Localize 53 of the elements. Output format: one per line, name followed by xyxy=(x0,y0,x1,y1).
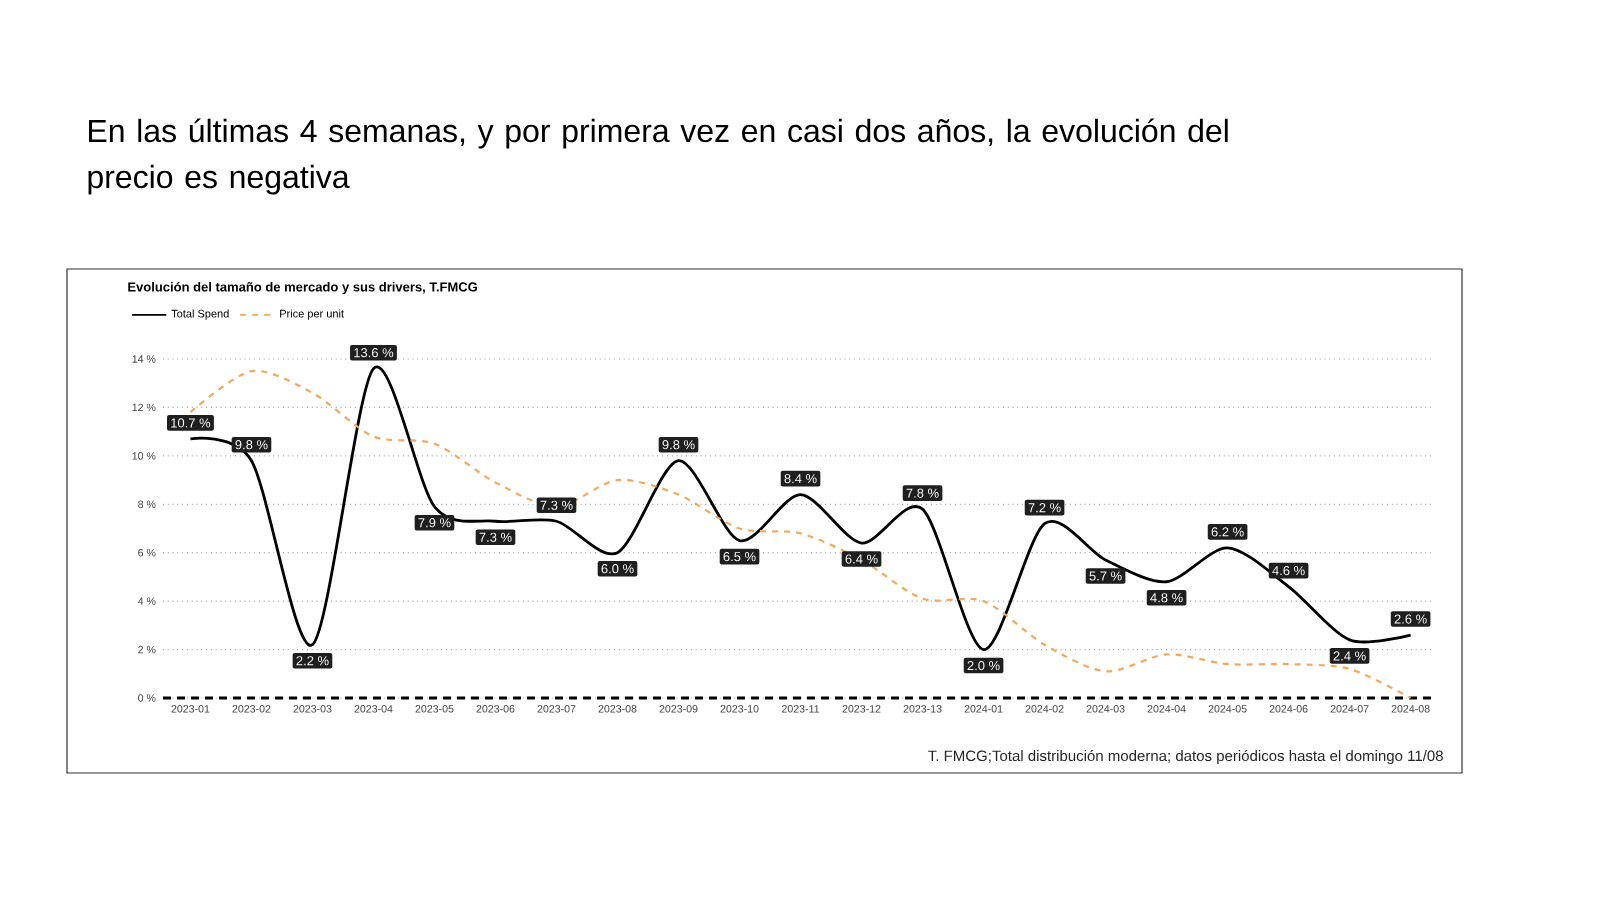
x-tick-label: 2023-11 xyxy=(782,705,820,713)
x-tick-label: 2024-05 xyxy=(1208,705,1247,713)
x-tick-label: 2023-13 xyxy=(903,705,942,713)
data-label: 7.8 % xyxy=(906,488,939,498)
data-label: 7.2 % xyxy=(1028,503,1061,513)
x-tick-label: 2023-04 xyxy=(354,705,393,713)
data-label: 5.7 % xyxy=(1089,571,1122,581)
data-label: 4.6 % xyxy=(1272,566,1305,576)
data-label: 2.6 % xyxy=(1394,614,1427,624)
text: T. FMCG;Total distribución moderna; datos periódicos hasta el domingo 11/08 xyxy=(928,749,1443,765)
x-tick-label: 2023-07 xyxy=(537,705,576,713)
chart-subtitle: Evolución del tamaño de mercado y sus drivers, T.FMCG xyxy=(128,281,477,295)
data-label: 9.8 % xyxy=(662,440,695,450)
data-label: 2.0 % xyxy=(967,660,1000,671)
data-label: 6.0 % xyxy=(601,564,634,574)
x-tick-label: 2023-05 xyxy=(415,705,454,713)
x-tick-label: 2024-01 xyxy=(964,705,1003,713)
x-tick-label: 2024-02 xyxy=(1025,705,1064,713)
data-label: 7.3 % xyxy=(479,532,512,542)
x-tick-label: 2024-08 xyxy=(1391,705,1430,713)
y-tick-label: 8 % xyxy=(138,500,156,509)
data-label: 4.8 % xyxy=(1150,593,1183,603)
x-tick-label: 2024-07 xyxy=(1330,705,1369,713)
x-tick-label: 2023-10 xyxy=(720,705,759,713)
y-tick-label: 10 % xyxy=(132,452,156,460)
chart-title: En las últimas 4 semanas, y por primera vez en casi dos años, la evolución del precio es negativa xyxy=(88,118,1228,195)
x-tick-label: 2023-02 xyxy=(232,705,271,713)
y-tick-label: 4 % xyxy=(137,597,156,605)
data-label: 6.2 % xyxy=(1211,527,1244,537)
x-tick-label: 2024-03 xyxy=(1086,705,1125,713)
data-label: 6.5 % xyxy=(723,552,756,562)
x-tick-label: 2024-04 xyxy=(1147,705,1186,713)
x-tick-label: 2023-08 xyxy=(598,705,637,713)
legend-label: Total Spend xyxy=(171,309,229,320)
y-tick-label: 0 % xyxy=(138,694,156,702)
data-label: 10.7 % xyxy=(171,418,211,428)
x-tick-label: 2023-12 xyxy=(842,705,881,713)
data-label: 13.6 % xyxy=(354,348,394,358)
legend-label: Price per unit xyxy=(280,309,344,320)
x-tick-label: 2023-09 xyxy=(659,705,698,713)
x-tick-label: 2023-06 xyxy=(476,705,515,713)
y-tick-label: 2 % xyxy=(138,645,156,654)
data-label: 2.2 % xyxy=(296,656,329,666)
y-tick-label: 6 % xyxy=(138,548,156,557)
data-label: 9.8 % xyxy=(235,440,268,450)
data-label: 2.4 % xyxy=(1333,651,1366,661)
y-tick-label: 14 % xyxy=(132,355,156,363)
y-tick-label: 12 % xyxy=(132,403,156,412)
x-tick-label: 2023-03 xyxy=(293,705,332,713)
data-label: 8.4 % xyxy=(784,474,817,484)
data-label: 7.9 % xyxy=(418,518,451,528)
x-tick-label: 2023-01 xyxy=(171,705,210,713)
x-tick-label: 2024-06 xyxy=(1269,705,1308,713)
